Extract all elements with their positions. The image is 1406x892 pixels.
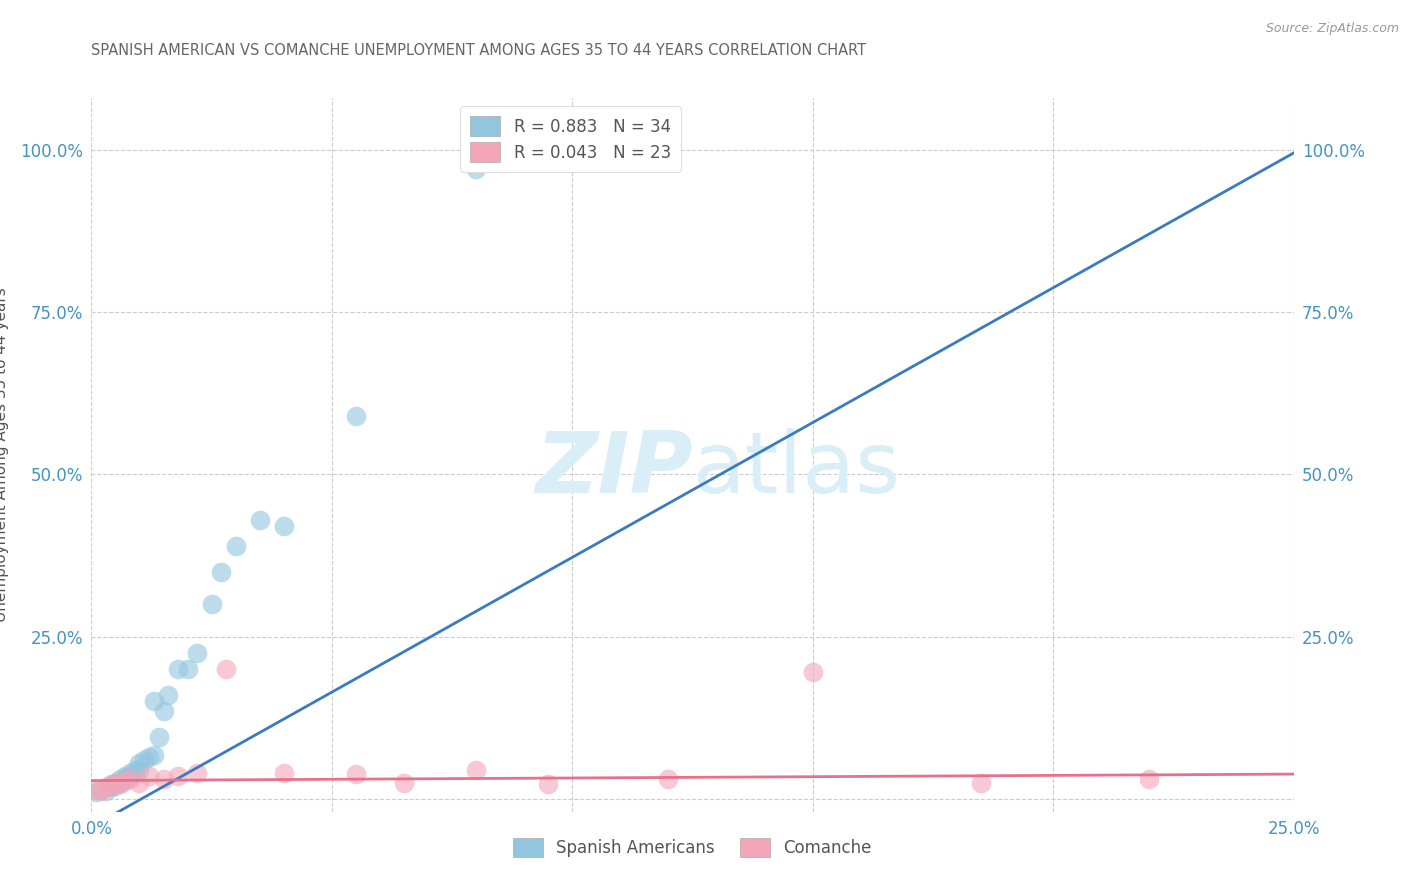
Point	[110, 772, 132, 787]
Point	[273, 765, 295, 780]
Point	[100, 780, 122, 794]
Point	[344, 767, 367, 781]
Point	[138, 769, 160, 783]
Legend: Spanish Americans, Comanche: Spanish Americans, Comanche	[506, 831, 879, 864]
Point	[176, 662, 198, 676]
Point	[186, 765, 208, 780]
Point	[118, 772, 141, 787]
Point	[209, 565, 232, 579]
Point	[100, 779, 122, 793]
Point	[152, 704, 174, 718]
Point	[970, 775, 993, 789]
Point	[148, 730, 170, 744]
Point	[273, 519, 295, 533]
Point	[215, 662, 238, 676]
Point	[142, 747, 165, 762]
Point	[104, 775, 127, 789]
Point	[128, 756, 150, 770]
Point	[124, 767, 146, 781]
Point	[142, 694, 165, 708]
Y-axis label: Unemployment Among Ages 35 to 44 years: Unemployment Among Ages 35 to 44 years	[0, 287, 8, 623]
Point	[392, 775, 415, 789]
Text: SPANISH AMERICAN VS COMANCHE UNEMPLOYMENT AMONG AGES 35 TO 44 YEARS CORRELATION : SPANISH AMERICAN VS COMANCHE UNEMPLOYMEN…	[91, 43, 866, 58]
Point	[157, 688, 180, 702]
Point	[1137, 772, 1160, 787]
Point	[128, 775, 150, 789]
Point	[114, 769, 136, 783]
Point	[134, 753, 156, 767]
Point	[344, 409, 367, 423]
Point	[110, 775, 132, 789]
Point	[152, 772, 174, 787]
Point	[201, 597, 224, 611]
Point	[94, 780, 117, 794]
Point	[114, 772, 136, 787]
Point	[138, 749, 160, 764]
Text: ZIP: ZIP	[534, 427, 692, 511]
Point	[118, 769, 141, 783]
Point	[100, 777, 122, 791]
Point	[128, 763, 150, 777]
Point	[167, 662, 190, 676]
Point	[114, 773, 136, 788]
Point	[84, 782, 107, 797]
Point	[104, 779, 127, 793]
Point	[84, 785, 107, 799]
Point	[124, 763, 146, 777]
Point	[465, 763, 488, 777]
Point	[104, 775, 127, 789]
Point	[465, 162, 488, 177]
Point	[167, 769, 190, 783]
Point	[94, 784, 117, 798]
Point	[801, 665, 824, 680]
Point	[537, 777, 560, 791]
Point	[90, 782, 112, 797]
Point	[225, 539, 247, 553]
Text: Source: ZipAtlas.com: Source: ZipAtlas.com	[1265, 22, 1399, 36]
Point	[186, 646, 208, 660]
Point	[657, 772, 679, 787]
Point	[110, 777, 132, 791]
Point	[90, 784, 112, 798]
Point	[118, 765, 141, 780]
Text: atlas: atlas	[692, 427, 900, 511]
Point	[249, 513, 271, 527]
